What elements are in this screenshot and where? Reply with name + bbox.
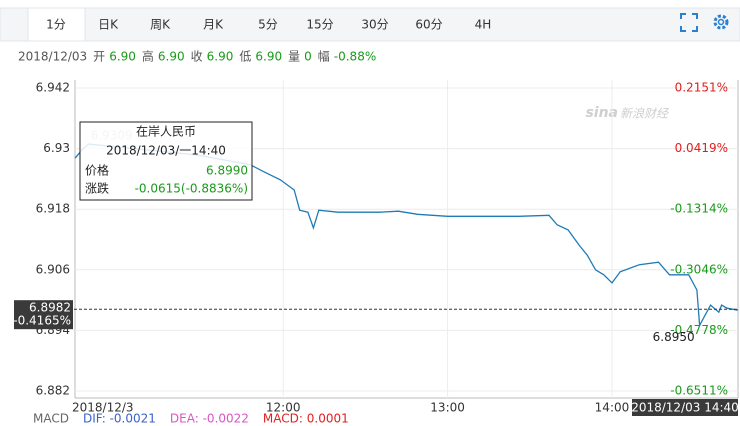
tab[interactable]: 日K — [98, 18, 119, 32]
tooltip-box — [79, 121, 253, 201]
tab-selected — [27, 7, 86, 42]
y2-tick-label: 0.0419% — [675, 141, 728, 155]
macd-item: DIF: -0.0021 — [83, 412, 156, 426]
info-value: 6.90 — [255, 50, 282, 64]
watermark-text: 新浪财经 — [620, 107, 670, 121]
y-tick-label: 6.906 — [36, 262, 70, 276]
info-value: 6.90 — [158, 50, 185, 64]
info-date: 2018/12/03 — [18, 50, 87, 64]
info-value: 6.90 — [109, 50, 136, 64]
crosshair-change: -0.4165% — [13, 314, 71, 328]
fullscreen-icon[interactable] — [680, 13, 698, 32]
tab[interactable]: 周K — [150, 18, 171, 32]
tooltip-time: 2018/12/03/一14:40 — [106, 144, 226, 158]
y-tick-label: 6.93 — [43, 141, 70, 155]
crosshair-x-box — [632, 399, 738, 416]
macd-item: DEA: -0.0022 — [170, 412, 249, 426]
y-tick-label: 6.942 — [36, 81, 70, 95]
y2-tick-label: -0.6511% — [670, 384, 728, 398]
tab[interactable]: 30分 — [361, 18, 388, 32]
tooltip-label: 涨跌 — [85, 181, 109, 196]
info-label: 高 — [142, 49, 154, 64]
info-label: 量 — [288, 50, 300, 64]
tab[interactable]: 月K — [203, 18, 224, 32]
tab[interactable]: 5分 — [258, 18, 278, 32]
settings-icon[interactable] — [713, 14, 729, 30]
x-tick-label: 13:00 — [430, 401, 465, 415]
info-label: 低 — [239, 50, 251, 64]
tab[interactable]: 60分 — [415, 18, 442, 32]
tooltip-title: 在岸人民币 — [136, 125, 196, 139]
y-tick-label: 6.918 — [36, 202, 70, 216]
crosshair-time: 2018/12/03 14:40 — [631, 401, 739, 415]
info-label: 开 — [93, 50, 105, 64]
crosshair-y-box — [14, 300, 73, 330]
x-tick-label: 14:00 — [595, 401, 630, 415]
tooltip-value: 6.8990 — [206, 164, 248, 178]
tooltip-label: 价格 — [85, 163, 109, 178]
crosshair-price: 6.8982 — [29, 301, 71, 315]
info-value: -0.88% — [334, 50, 376, 64]
info-label: 幅 — [318, 49, 330, 64]
watermark-logo: sina — [585, 105, 618, 121]
tab[interactable]: 15分 — [306, 18, 333, 32]
info-value: 6.90 — [207, 50, 234, 64]
y2-tick-label: -0.3046% — [670, 262, 728, 276]
y2-tick-label: -0.1314% — [670, 202, 728, 216]
tab[interactable]: 4H — [475, 18, 492, 32]
x-start-label: 2018/12/3 — [72, 401, 134, 415]
tab[interactable]: 1分 — [46, 18, 66, 32]
tooltip-value: -0.0615(-0.8836%) — [135, 182, 248, 196]
min-label: 6.8950 — [653, 330, 695, 344]
y-tick-label: 6.882 — [36, 384, 70, 398]
info-label: 收 — [191, 50, 203, 64]
y2-tick-label: -0.4778% — [670, 323, 728, 337]
x-tick-label: 12:00 — [266, 401, 301, 415]
y2-tick-label: 0.2151% — [675, 81, 728, 95]
macd-item: MACD — [33, 412, 69, 426]
info-value: 0 — [304, 50, 312, 64]
macd-item: MACD: 0.0001 — [263, 412, 349, 426]
tab-bar — [0, 7, 740, 42]
price-line — [74, 143, 739, 328]
